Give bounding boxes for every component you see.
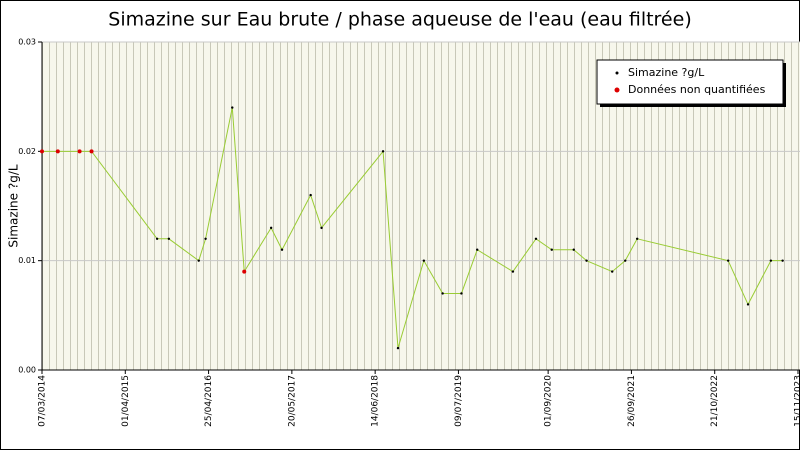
x-tick-label: 26/09/2021 [627,375,637,427]
data-point [460,292,463,295]
legend-marker [614,87,620,93]
data-point [197,259,200,262]
data-point [155,237,159,240]
data-point [726,259,730,262]
x-tick-label: 09/07/2019 [454,375,464,427]
data-point [242,269,247,274]
data-point [550,248,553,251]
chart-title: Simazine sur Eau brute / phase aqueuse d… [108,9,691,31]
data-point [585,259,588,262]
series-line [42,107,783,349]
data-point [746,303,750,306]
x-tick-label: 01/04/2015 [121,375,131,427]
legend-label: Données non quantifiées [628,83,766,96]
data-point [40,149,44,154]
data-point [624,259,627,262]
data-point [231,106,234,109]
y-tick-label: 0.03 [18,38,36,47]
x-tick-label: 14/06/2018 [371,375,381,427]
data-point [280,248,284,251]
data-point [769,259,773,262]
data-point [204,237,207,240]
y-tick-label: 0.01 [18,256,36,265]
data-point [611,270,614,273]
data-point [89,149,94,154]
x-tick-label: 20/05/2017 [287,375,297,427]
data-point [476,248,479,251]
x-tick-label: 01/09/2020 [544,375,554,427]
y-axis-label: Simazine ?g/L [7,164,21,247]
data-point [396,346,400,350]
data-point [167,237,171,240]
data-point [781,259,784,262]
x-tick-label: 07/03/2014 [38,375,48,427]
data-point [422,259,426,262]
data-point [309,193,312,197]
data-point [572,248,575,251]
y-tick-label: 0.02 [18,147,36,156]
data-point [381,150,385,153]
x-tick-label: 15/11/2023 [794,375,800,427]
x-tick-label: 25/04/2016 [204,375,214,427]
legend-marker [615,71,619,75]
y-tick-label: 0.00 [18,366,36,375]
data-point [534,237,538,240]
legend-label: Simazine ?g/L [628,66,705,79]
x-tick-label: 21/10/2022 [710,375,720,427]
data-point [77,149,82,154]
data-point [320,226,323,230]
data-point [55,149,60,154]
legend-box [596,59,784,105]
data-point [441,292,444,295]
data-point [511,270,515,273]
data-point [269,226,273,230]
data-point [635,237,639,240]
